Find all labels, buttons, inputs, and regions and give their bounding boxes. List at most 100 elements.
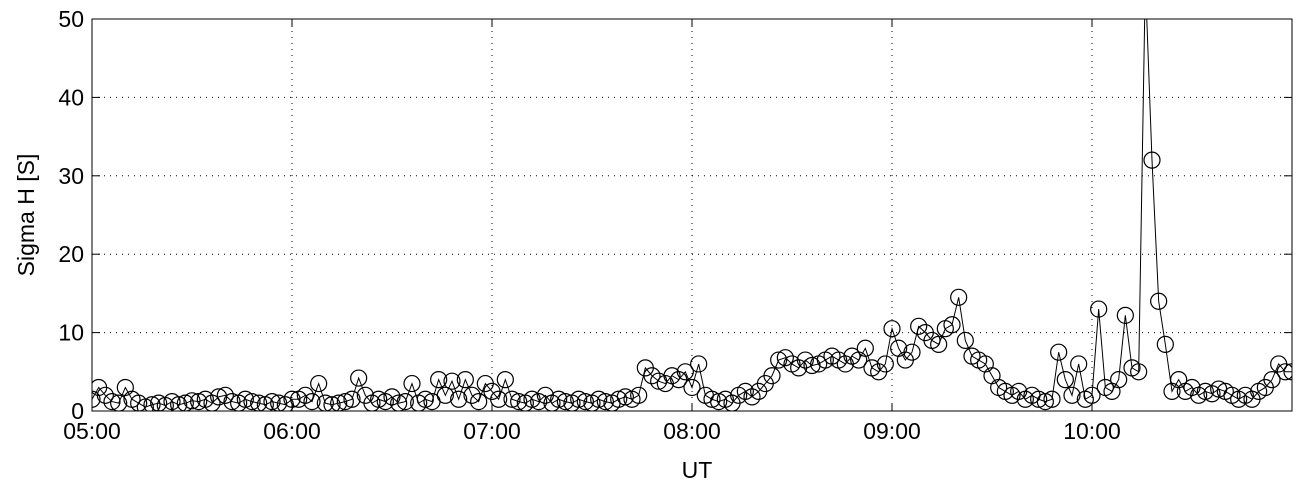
data-point (676, 363, 694, 381)
data-point (496, 371, 514, 389)
data-point (683, 378, 701, 397)
data-point (303, 392, 321, 411)
data-point (316, 394, 334, 411)
data-point (556, 392, 574, 411)
data-point (503, 390, 521, 408)
plot-frame (91, 18, 1293, 412)
data-point (223, 392, 241, 411)
data-point (710, 392, 728, 411)
data-point (690, 355, 708, 373)
data-point (510, 392, 528, 411)
data-point (1036, 392, 1054, 411)
y-tick-label: 40 (58, 84, 84, 110)
data-point (490, 390, 508, 408)
data-point (643, 367, 661, 385)
data-point (856, 339, 874, 357)
data-point (470, 392, 488, 411)
data-point (1196, 382, 1214, 400)
data-point (390, 394, 408, 411)
data-point (763, 367, 781, 385)
data-point (103, 392, 121, 411)
data-point (590, 390, 608, 408)
data-point (183, 392, 201, 410)
data-point (796, 351, 814, 369)
y-tick-label: 10 (58, 320, 84, 346)
data-point (383, 388, 401, 406)
x-tick-label: 09:00 (863, 418, 921, 444)
data-point (1276, 363, 1292, 381)
data-point (1090, 300, 1108, 318)
data-point (530, 392, 548, 411)
data-point (236, 390, 254, 408)
data-point (1143, 151, 1161, 169)
data-point (610, 390, 628, 408)
data-point (1056, 371, 1074, 389)
data-point (250, 394, 268, 411)
plot-area (92, 19, 1292, 411)
data-point (92, 390, 101, 408)
data-point (96, 386, 114, 404)
data-point (243, 392, 261, 411)
x-tick-label: 07:00 (463, 418, 521, 444)
data-point (930, 335, 948, 353)
data-point (430, 371, 448, 389)
data-point (463, 386, 481, 404)
data-point (370, 390, 388, 408)
data-point (396, 392, 414, 411)
data-point (736, 382, 754, 400)
data-point (630, 386, 648, 404)
data-point (456, 371, 474, 389)
data-point (1263, 371, 1281, 389)
data-point (1050, 343, 1068, 361)
data-point (1083, 386, 1101, 404)
data-point (576, 392, 594, 411)
data-point (110, 394, 128, 411)
data-point (1116, 306, 1134, 324)
data-point (910, 317, 928, 335)
data-point (1283, 363, 1292, 381)
series (92, 19, 1292, 411)
data-point (570, 390, 588, 408)
x-tick-label: 05:00 (63, 418, 121, 444)
data-point (130, 394, 148, 411)
y-tick-label: 30 (58, 163, 84, 189)
data-point (330, 394, 348, 411)
x-tick-label: 10:00 (1063, 418, 1121, 444)
data-point (523, 390, 541, 408)
data-point (176, 394, 194, 411)
data-point (170, 396, 188, 411)
data-point (1070, 355, 1088, 373)
y-tick-label: 0 (71, 398, 84, 424)
data-point (776, 349, 794, 367)
data-point (310, 374, 328, 393)
data-point (150, 394, 168, 411)
data-point (443, 372, 461, 390)
data-point (743, 388, 761, 406)
data-point (1110, 371, 1128, 389)
data-point (216, 386, 234, 404)
data-point (1156, 335, 1174, 353)
data-point (703, 390, 721, 408)
data-point (416, 390, 434, 408)
data-point (263, 392, 281, 411)
data-point (883, 320, 901, 338)
data-point (343, 390, 361, 408)
data-point (436, 386, 454, 404)
data-point (403, 374, 421, 393)
data-point (190, 392, 208, 411)
data-point (350, 369, 368, 387)
data-point (210, 388, 228, 406)
data-point (283, 390, 301, 408)
data-point (270, 394, 288, 411)
x-tick-label: 08:00 (663, 418, 721, 444)
data-point (1063, 386, 1081, 404)
data-point (323, 396, 341, 411)
data-point (1150, 292, 1168, 310)
data-point (903, 343, 921, 361)
y-tick-label: 50 (58, 6, 84, 32)
data-point (943, 316, 961, 334)
data-point (956, 331, 974, 350)
data-point (616, 388, 634, 406)
data-point (336, 392, 354, 411)
